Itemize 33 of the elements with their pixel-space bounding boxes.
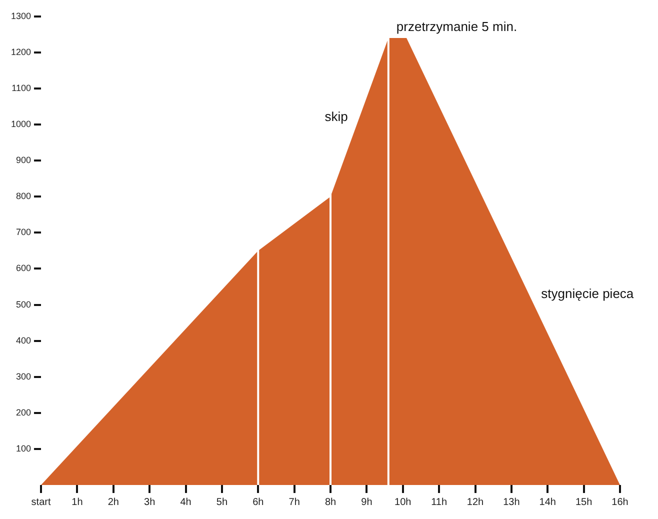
y-tick-label: 800 (16, 191, 32, 202)
x-tick-label: 2h (108, 496, 119, 508)
annotation: stygnięcie pieca (541, 286, 634, 301)
x-tick-label: 6h (252, 496, 264, 508)
y-tick-label: 1100 (12, 82, 32, 93)
y-tick-label: 600 (16, 263, 32, 274)
y-tick-label: 1000 (10, 119, 32, 130)
x-tick-label: 7h (288, 496, 300, 508)
x-tick-label: 3h (144, 496, 156, 508)
x-tick-label: 5h (216, 496, 228, 508)
annotation: przetrzymanie 5 min. (396, 19, 518, 34)
x-tick-label: 10h (394, 496, 412, 508)
y-tick-label: 700 (16, 227, 32, 238)
x-tick-label: 14h (539, 496, 556, 508)
y-tick-label: 300 (16, 371, 32, 382)
y-tick-label: 100 (16, 443, 32, 454)
x-tick-label: 8h (324, 496, 336, 508)
x-tick-label: 11h (431, 496, 448, 508)
x-tick-label: 13h (503, 496, 520, 508)
x-tick-label: 1h (72, 496, 83, 508)
y-tick-label: 1300 (10, 10, 32, 21)
x-tick-label: 4h (180, 496, 192, 508)
y-tick-label: 500 (16, 299, 32, 310)
x-tick-label: 16h (612, 496, 628, 508)
y-tick-label: 900 (16, 155, 32, 166)
y-tick-label: 200 (16, 407, 32, 418)
x-tick-label: 15h (575, 496, 592, 508)
x-tick-label: 12h (466, 496, 484, 508)
y-tick-label: 1200 (10, 46, 32, 57)
x-tick-label: start (31, 496, 51, 508)
x-tick-label: 9h (361, 496, 372, 508)
annotation: skip (324, 109, 348, 124)
y-tick-label: 400 (16, 335, 32, 346)
